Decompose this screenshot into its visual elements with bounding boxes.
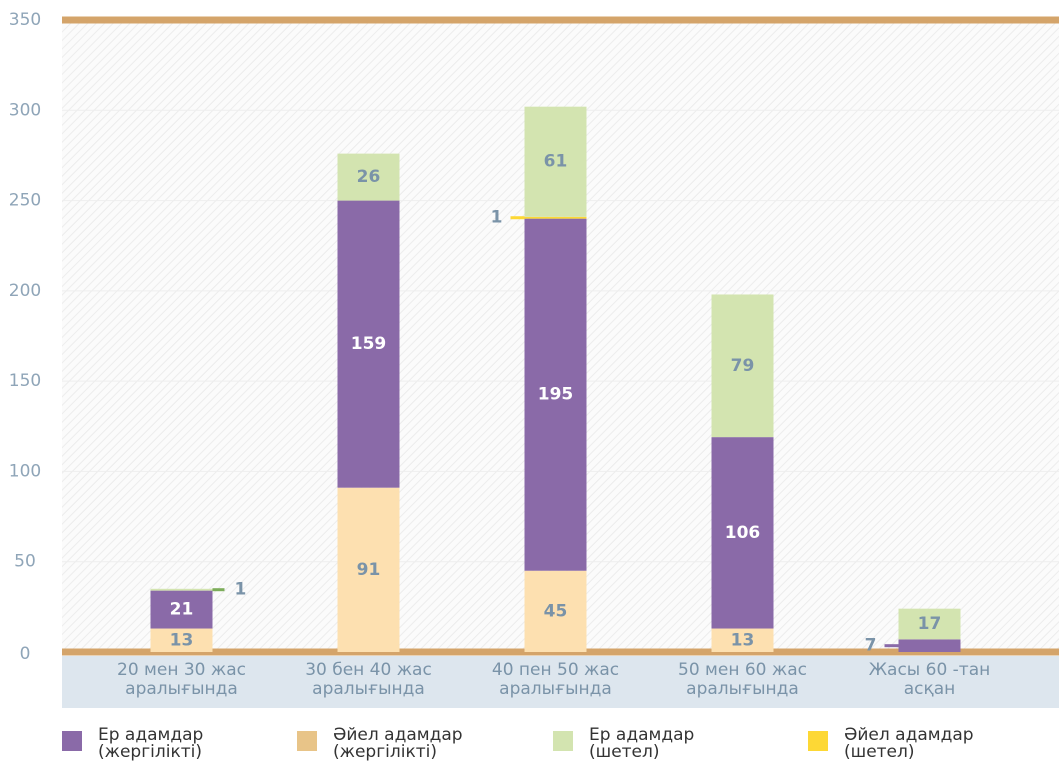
bar-segment — [711, 437, 774, 629]
x-tick-label: 20 мен 30 жас аралығында — [117, 660, 246, 699]
bar-segment — [150, 628, 213, 652]
bar-segment — [150, 588, 213, 591]
data-label: 21 — [170, 600, 194, 620]
x-tick-label: 40 пен 50 жас аралығында — [491, 660, 620, 699]
data-label: 45 — [544, 601, 568, 621]
y-tick-label: 150 — [9, 371, 41, 391]
y-tick-label: 0 — [20, 644, 31, 664]
data-label: 79 — [731, 356, 755, 376]
y-tick-label: 350 — [9, 10, 41, 30]
data-label: 13 — [170, 630, 194, 650]
legend-label: Әйел адамдар (жергілікті) — [333, 725, 463, 762]
bar-segment — [337, 200, 400, 488]
data-label: 26 — [357, 167, 381, 187]
bar-segment — [524, 216, 587, 219]
y-tick-label: 250 — [9, 191, 41, 211]
x-tick-label: 30 бен 40 жас аралығында — [305, 660, 432, 699]
bar-segment — [524, 106, 587, 217]
legend-swatch — [62, 731, 82, 751]
bar-segment — [711, 294, 774, 438]
data-label: 61 — [544, 152, 568, 172]
legend-label: Ер адамдар (шетел) — [589, 725, 695, 762]
category-band — [62, 656, 1059, 708]
legend-swatch — [297, 731, 317, 751]
x-tick-label: Жасы 60 -тан асқан — [868, 660, 991, 699]
data-label: 159 — [351, 334, 387, 354]
bar-segment — [711, 628, 774, 652]
x-tick-label: 50 мен 60 жас аралығында — [678, 660, 807, 699]
data-label: 13 — [731, 630, 755, 650]
data-label: 1 — [235, 580, 247, 600]
legend-label: Ер адамдар (жергілікті) — [98, 725, 204, 762]
bar-segment — [524, 218, 587, 571]
bar-segment — [337, 153, 400, 201]
legend-swatch — [808, 731, 828, 751]
bar-segment — [898, 639, 961, 652]
data-label: 1 — [491, 208, 503, 228]
data-label: 7 — [865, 636, 877, 656]
y-tick-label: 200 — [9, 281, 41, 301]
legend-label: Әйел адамдар (шетел) — [844, 725, 974, 762]
data-label: 195 — [538, 385, 574, 405]
y-tick-label: 100 — [9, 461, 41, 481]
y-tick-label: 50 — [14, 552, 36, 572]
data-label: 106 — [725, 523, 761, 543]
data-label: 91 — [357, 560, 381, 580]
bar-segment — [898, 608, 961, 640]
legend-swatch — [553, 731, 573, 751]
bar-segment — [337, 487, 400, 652]
y-tick-label: 300 — [9, 100, 41, 120]
bar-segment — [524, 570, 587, 652]
data-label: 17 — [918, 614, 942, 634]
bar-segment — [150, 590, 213, 629]
